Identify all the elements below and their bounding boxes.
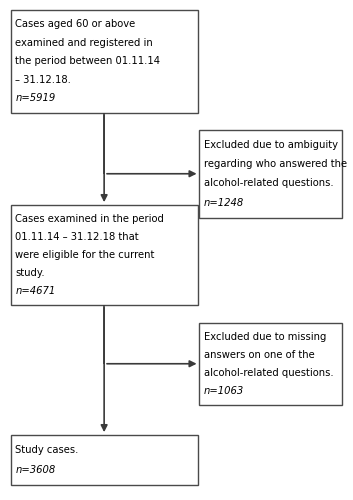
Text: alcohol-related questions.: alcohol-related questions. [204,178,334,188]
Text: examined and registered in: examined and registered in [15,38,153,48]
Bar [11,205,198,305]
Text: n=5919: n=5919 [15,93,55,104]
Text: n=4671: n=4671 [15,286,55,296]
Text: – 31.12.18.: – 31.12.18. [15,74,71,85]
Text: answers on one of the: answers on one of the [204,350,315,360]
Text: Cases aged 60 or above: Cases aged 60 or above [15,19,136,29]
Text: 01.11.14 – 31.12.18 that: 01.11.14 – 31.12.18 that [15,232,139,242]
Text: Cases examined in the period: Cases examined in the period [15,214,164,224]
Bar [199,130,342,218]
Text: Excluded due to missing: Excluded due to missing [204,332,327,342]
Text: the period between 01.11.14: the period between 01.11.14 [15,56,160,66]
Bar [11,435,198,485]
Text: n=1248: n=1248 [204,198,244,208]
Text: regarding who answered the: regarding who answered the [204,159,347,169]
Text: Excluded due to ambiguity: Excluded due to ambiguity [204,140,338,149]
Text: study.: study. [15,268,45,278]
Text: alcohol-related questions.: alcohol-related questions. [204,368,334,378]
Text: n=3608: n=3608 [15,465,55,475]
Text: Study cases.: Study cases. [15,445,79,455]
Text: n=1063: n=1063 [204,386,244,396]
Bar [11,10,198,113]
Text: were eligible for the current: were eligible for the current [15,250,155,260]
Bar [199,322,342,405]
